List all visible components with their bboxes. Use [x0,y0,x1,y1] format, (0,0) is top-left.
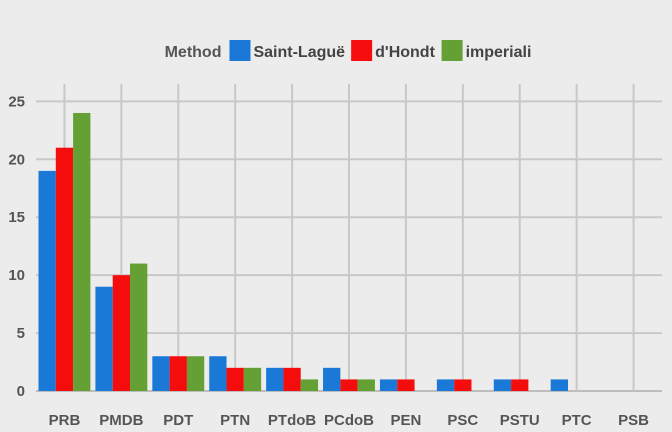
legend-label: Saint-Laguë [253,44,345,61]
x-tick-label: PTC [562,412,592,429]
bar-PEN-d'Hondt [397,379,415,391]
legend-label: d'Hondt [375,44,435,61]
bar-PCdoB-Saint-Laguë [323,367,341,391]
x-tick-label: PRB [49,412,81,429]
bar-PSTU-d'Hondt [511,379,529,391]
x-tick-label: PTN [220,412,250,429]
bar-PSTU-Saint-Laguë [493,379,512,391]
bar-PTdoB-d'Hondt [283,367,301,391]
legend-swatch-1 [351,40,373,61]
y-tick-label: 0 [17,383,25,400]
x-tick-label: PMDB [99,412,143,429]
bar-PMDB-Saint-Laguë [95,286,113,391]
bar-PDT-d'Hondt [169,356,187,391]
bar-PCdoB-d'Hondt [340,379,358,391]
bar-PEN-Saint-Laguë [379,379,398,391]
x-tick-label: PSTU [500,412,540,429]
y-tick-label: 25 [8,93,25,110]
x-tick-label: PSC [447,412,478,429]
bars [38,112,568,391]
y-tick-label: 20 [8,151,25,168]
legend-swatch-0 [229,40,251,61]
bar-PTN-imperiali [243,367,262,391]
bar-PCdoB-imperiali [357,379,375,391]
bar-PSC-d'Hondt [454,379,472,391]
x-tick-label: PDT [163,412,193,429]
bar-PMDB-imperiali [130,263,148,391]
bar-PDT-imperiali [186,356,205,391]
bar-PTdoB-imperiali [300,379,319,391]
bar-PTN-Saint-Laguë [209,356,227,391]
bar-PRB-Saint-Laguë [38,170,56,391]
x-axis: PRB PMDB PDT PTN PTdoB PCdoB PEN PSC PSTU PTC PSB [49,412,650,429]
bar-PSC-Saint-Laguë [436,379,455,391]
legend-label: imperiali [466,44,532,61]
x-tick-label: PTdoB [268,412,316,429]
y-axis: 0 5 10 15 20 25 [8,93,25,400]
legend-title: Method [165,44,222,61]
x-tick-label: PCdoB [324,412,374,429]
bar-PTC-Saint-Laguë [550,379,568,391]
y-tick-label: 5 [17,325,25,342]
bar-PRB-imperiali [73,112,91,391]
bar-PMDB-d'Hondt [112,275,131,391]
bar-PTdoB-Saint-Laguë [266,367,284,391]
x-tick-label: PEN [390,412,421,429]
legend-swatch-2 [441,40,463,61]
bar-PDT-Saint-Laguë [152,356,170,391]
bar-PRB-d'Hondt [55,147,74,391]
y-tick-label: 10 [8,267,25,284]
x-tick-label: PSB [618,412,649,429]
y-tick-label: 15 [8,209,25,226]
bar-PTN-d'Hondt [226,367,244,391]
legend: Method Saint-Laguë d'Hondt imperiali [165,40,532,61]
